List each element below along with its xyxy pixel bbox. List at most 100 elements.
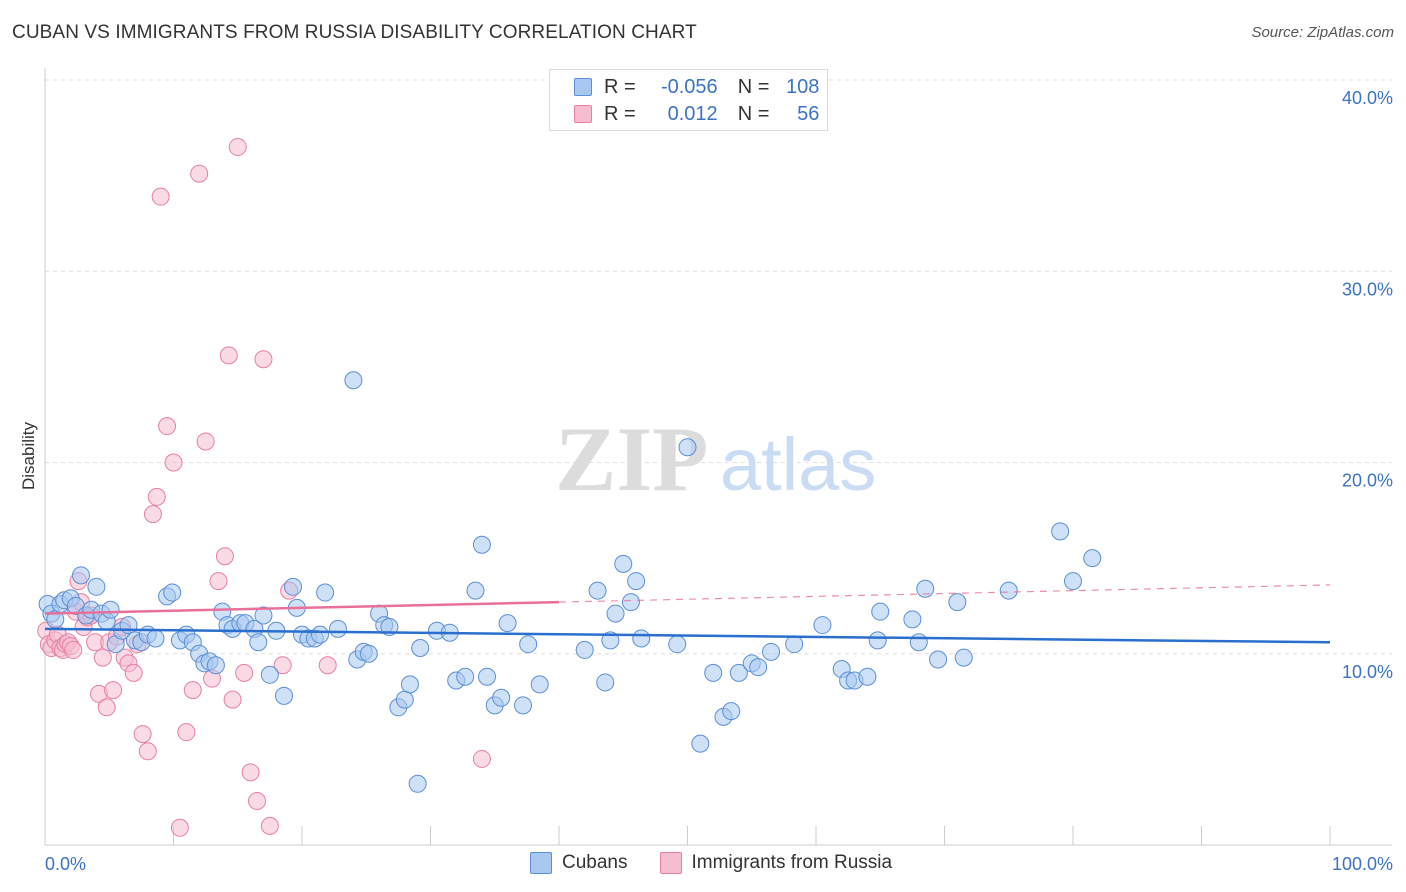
data-point-cubans <box>999 581 1018 600</box>
data-point-russia <box>248 792 267 811</box>
data-point-cubans <box>492 688 511 707</box>
data-point-cubans <box>400 675 419 694</box>
watermark: ZIP atlas <box>555 408 876 510</box>
y-axis-label: Disability <box>19 421 38 490</box>
series-swatch-russia <box>659 852 682 874</box>
data-point-cubans <box>260 665 279 684</box>
data-point-cubans <box>614 554 633 573</box>
axes <box>44 68 1392 846</box>
data-point-russia <box>215 547 234 566</box>
data-point-russia <box>124 663 143 682</box>
trend-line-russia-extended <box>558 584 1331 603</box>
y-tick-label: 40.0% <box>1342 88 1393 108</box>
legend-n-value: 108 <box>786 75 820 98</box>
chart-title: CUBAN VS IMMIGRANTS FROM RUSSIA DISABILI… <box>12 22 697 43</box>
data-point-cubans <box>575 640 594 659</box>
data-point-russia <box>223 690 242 709</box>
data-point-russia <box>273 656 292 675</box>
series-label-russia: Immigrants from Russia <box>691 852 893 873</box>
legend-r-label: R = <box>604 75 636 98</box>
data-point-cubans <box>916 579 935 598</box>
data-point-russia <box>254 350 273 369</box>
data-point-russia <box>64 640 83 659</box>
russia-points <box>37 137 491 837</box>
grid-lines <box>45 79 1392 655</box>
data-point-russia <box>472 749 491 768</box>
data-point-russia <box>97 698 116 717</box>
data-point-cubans <box>344 371 363 390</box>
legend-swatch-russia <box>574 105 592 123</box>
data-point-cubans <box>316 583 335 602</box>
legend-row-cubans: R = -0.056 N = 108 <box>574 75 819 99</box>
data-point-cubans <box>903 610 922 629</box>
data-point-cubans <box>632 629 651 648</box>
legend-r-label: R = <box>604 102 636 125</box>
data-point-russia <box>170 818 189 837</box>
data-point-russia <box>93 648 112 667</box>
data-point-cubans <box>588 581 607 600</box>
data-point-russia <box>164 453 183 472</box>
data-point-cubans <box>678 438 697 457</box>
data-point-cubans <box>785 635 804 654</box>
data-point-cubans <box>275 686 294 705</box>
data-point-cubans <box>601 631 620 650</box>
y-tick-label: 10.0% <box>1342 662 1393 682</box>
x-tick-label-min: 0.0% <box>45 854 86 874</box>
data-point-cubans <box>1083 549 1102 568</box>
data-point-russia <box>228 137 247 156</box>
legend-n-value: 56 <box>797 102 820 125</box>
data-point-russia <box>158 417 177 436</box>
data-point-russia <box>177 723 196 742</box>
cubans-points <box>38 371 1102 793</box>
data-point-cubans <box>813 616 832 635</box>
data-point-russia <box>147 487 166 506</box>
data-point-russia <box>151 187 170 206</box>
legend-r-value: -0.056 <box>660 75 718 98</box>
data-point-cubans <box>627 572 646 591</box>
data-point-cubans <box>395 690 414 709</box>
data-point-cubans <box>519 635 538 654</box>
data-point-russia <box>196 432 215 451</box>
data-point-cubans <box>101 600 120 619</box>
trend-line-cubans <box>44 627 1331 644</box>
data-point-cubans <box>478 667 497 686</box>
watermark-atlas: atlas <box>720 423 876 506</box>
data-point-cubans <box>668 635 687 654</box>
data-point-cubans <box>729 663 748 682</box>
legend-swatch-cubans <box>574 78 592 96</box>
x-tick-label-max: 100.0% <box>1332 854 1393 874</box>
trend-lines <box>44 584 1331 644</box>
legend-n-label: N = <box>737 102 770 125</box>
data-point-russia <box>260 816 279 835</box>
data-point-cubans <box>606 604 625 623</box>
data-point-cubans <box>704 663 723 682</box>
data-point-cubans <box>284 577 303 596</box>
data-point-cubans <box>954 648 973 667</box>
data-point-cubans <box>254 606 273 625</box>
data-point-russia <box>209 572 228 591</box>
data-point-cubans <box>408 774 427 793</box>
data-point-cubans <box>456 667 475 686</box>
correlation-legend: R = -0.056 N = 108 R = 0.012 N = 56 <box>549 69 828 131</box>
y-tick-label: 30.0% <box>1342 279 1393 299</box>
data-point-russia <box>104 681 123 700</box>
series-label-cubans: Cubans <box>562 852 628 873</box>
data-point-russia <box>138 742 157 761</box>
data-point-cubans <box>722 702 741 721</box>
data-point-russia <box>235 663 254 682</box>
data-point-cubans <box>359 644 378 663</box>
data-point-cubans <box>71 566 90 585</box>
data-point-russia <box>190 164 209 183</box>
data-point-cubans <box>621 593 640 612</box>
legend-n-label: N = <box>737 75 770 98</box>
y-tick-label: 20.0% <box>1342 471 1393 491</box>
legend-row-russia: R = 0.012 N = 56 <box>574 102 819 126</box>
data-point-cubans <box>691 734 710 753</box>
data-point-cubans <box>514 696 533 715</box>
data-point-cubans <box>929 650 948 669</box>
data-point-cubans <box>909 633 928 652</box>
data-point-cubans <box>163 583 182 602</box>
data-point-cubans <box>328 619 347 638</box>
data-point-russia <box>133 725 152 744</box>
